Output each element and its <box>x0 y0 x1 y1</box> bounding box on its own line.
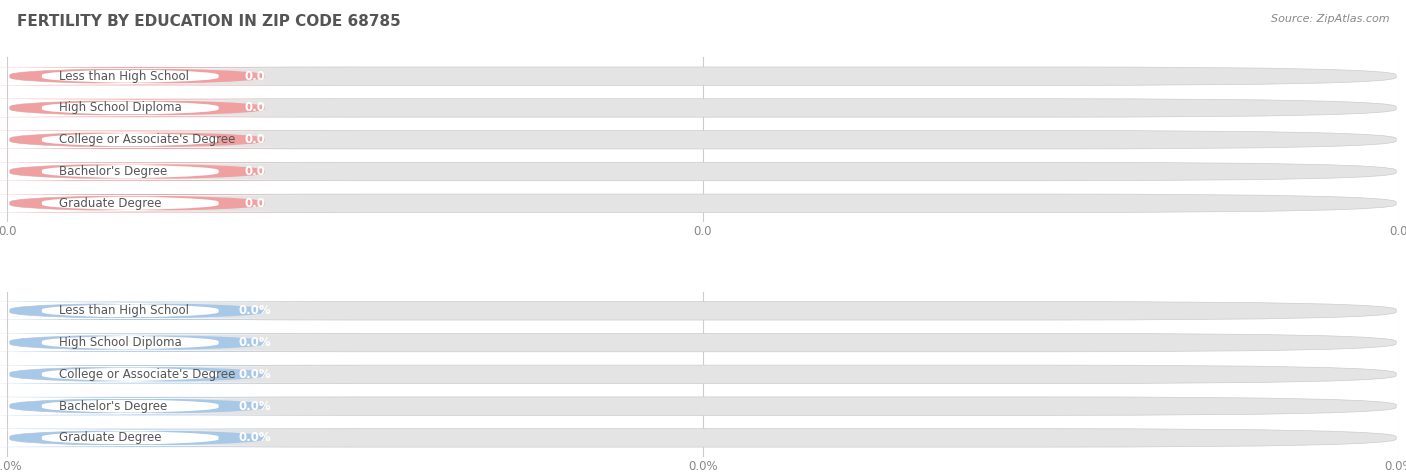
Text: 0.0: 0.0 <box>245 101 266 114</box>
FancyBboxPatch shape <box>0 99 357 117</box>
Text: Less than High School: Less than High School <box>59 304 188 317</box>
FancyBboxPatch shape <box>0 194 357 212</box>
FancyBboxPatch shape <box>0 334 349 351</box>
Text: 0.0: 0.0 <box>245 69 266 83</box>
FancyBboxPatch shape <box>0 365 357 384</box>
Text: FERTILITY BY EDUCATION IN ZIP CODE 68785: FERTILITY BY EDUCATION IN ZIP CODE 68785 <box>17 14 401 30</box>
FancyBboxPatch shape <box>0 333 357 352</box>
FancyBboxPatch shape <box>10 365 1396 384</box>
Text: Bachelor's Degree: Bachelor's Degree <box>59 165 167 178</box>
FancyBboxPatch shape <box>0 130 357 149</box>
FancyBboxPatch shape <box>0 430 349 446</box>
FancyBboxPatch shape <box>0 68 349 84</box>
Text: 0.0%: 0.0% <box>239 304 271 317</box>
Text: 0.0%: 0.0% <box>239 368 271 381</box>
Text: College or Associate's Degree: College or Associate's Degree <box>59 368 235 381</box>
Text: Graduate Degree: Graduate Degree <box>59 197 162 210</box>
Text: 0.0: 0.0 <box>245 197 266 210</box>
FancyBboxPatch shape <box>10 99 1396 117</box>
FancyBboxPatch shape <box>0 195 349 211</box>
Text: Graduate Degree: Graduate Degree <box>59 431 162 445</box>
FancyBboxPatch shape <box>10 302 1396 320</box>
FancyBboxPatch shape <box>0 302 357 320</box>
Text: Bachelor's Degree: Bachelor's Degree <box>59 400 167 413</box>
Text: 0.0%: 0.0% <box>239 431 271 445</box>
Text: High School Diploma: High School Diploma <box>59 336 181 349</box>
FancyBboxPatch shape <box>0 303 349 319</box>
FancyBboxPatch shape <box>10 397 1396 416</box>
FancyBboxPatch shape <box>0 131 349 148</box>
FancyBboxPatch shape <box>0 99 349 116</box>
FancyBboxPatch shape <box>10 333 1396 352</box>
Text: 0.0%: 0.0% <box>239 400 271 413</box>
FancyBboxPatch shape <box>10 67 1396 85</box>
FancyBboxPatch shape <box>0 67 357 85</box>
FancyBboxPatch shape <box>10 429 1396 447</box>
Text: 0.0%: 0.0% <box>239 336 271 349</box>
FancyBboxPatch shape <box>0 162 357 181</box>
FancyBboxPatch shape <box>0 429 357 447</box>
FancyBboxPatch shape <box>0 397 357 416</box>
FancyBboxPatch shape <box>10 130 1396 149</box>
Text: 0.0: 0.0 <box>245 165 266 178</box>
FancyBboxPatch shape <box>0 398 349 415</box>
Text: High School Diploma: High School Diploma <box>59 101 181 114</box>
FancyBboxPatch shape <box>10 194 1396 212</box>
FancyBboxPatch shape <box>10 162 1396 181</box>
FancyBboxPatch shape <box>0 163 349 180</box>
Text: Less than High School: Less than High School <box>59 69 188 83</box>
FancyBboxPatch shape <box>0 366 349 383</box>
Text: College or Associate's Degree: College or Associate's Degree <box>59 133 235 146</box>
Text: Source: ZipAtlas.com: Source: ZipAtlas.com <box>1271 14 1389 24</box>
Text: 0.0: 0.0 <box>245 133 266 146</box>
